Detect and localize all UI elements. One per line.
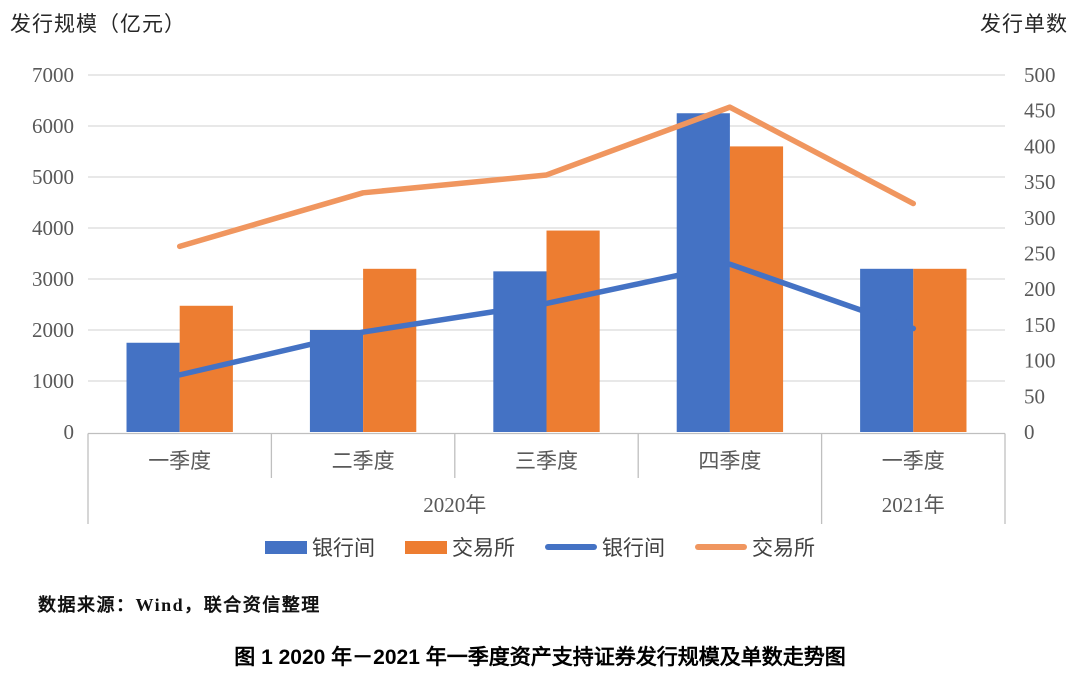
right-axis-tick-label: 100 bbox=[1024, 349, 1056, 373]
line-exchange bbox=[176, 104, 917, 250]
category-label: 一季度 bbox=[148, 449, 211, 473]
legend-label: 银行间 bbox=[602, 536, 665, 560]
right-axis-tick-label: 400 bbox=[1024, 134, 1056, 158]
right-axis-tick-label: 300 bbox=[1024, 206, 1056, 230]
bar-interbank-2 bbox=[309, 330, 364, 432]
legend-item-bar: 交易所 bbox=[405, 532, 515, 562]
left-axis-tick-label: 7000 bbox=[32, 63, 74, 87]
legend-item-line: 银行间 bbox=[545, 532, 665, 562]
legend-label: 交易所 bbox=[452, 536, 515, 560]
category-label: 三季度 bbox=[515, 449, 578, 473]
legend-label: 交易所 bbox=[752, 536, 815, 560]
bar-exchange-5 bbox=[913, 268, 967, 432]
right-axis-title: 发行单数 bbox=[980, 12, 1068, 36]
year-label: 2020年 bbox=[423, 493, 486, 517]
right-axis-tick-label: 0 bbox=[1024, 420, 1035, 444]
legend-line-swatch bbox=[545, 544, 597, 550]
right-axis-tick-label: 450 bbox=[1024, 99, 1056, 123]
bar-interbank-3 bbox=[493, 271, 547, 432]
year-label: 2021年 bbox=[882, 493, 945, 517]
figure-caption: 图 1 2020 年－2021 年一季度资产支持证券发行规模及单数走势图 bbox=[234, 646, 846, 669]
right-axis-tick-label: 50 bbox=[1024, 384, 1045, 408]
legend-bar-swatch bbox=[405, 540, 447, 554]
left-axis-tick-label: 4000 bbox=[32, 216, 74, 240]
left-axis-tick-label: 3000 bbox=[32, 267, 74, 291]
legend-item-line: 交易所 bbox=[695, 532, 815, 562]
left-axis-tick-label: 6000 bbox=[32, 114, 74, 138]
right-axis-tick-label: 500 bbox=[1024, 63, 1056, 87]
bar-exchange-3 bbox=[546, 230, 600, 432]
legend-line-swatch bbox=[695, 544, 747, 550]
right-axis-tick-label: 250 bbox=[1024, 242, 1056, 266]
combo-chart-canvas: 0 1000 2000 3000 4000 5000 6000 7000 0 50 100 150 20… bbox=[32, 63, 1056, 524]
left-axis-title: 发行规模（亿元） bbox=[10, 12, 186, 36]
left-axis-tick-label: 0 bbox=[64, 420, 75, 444]
legend-label: 银行间 bbox=[312, 536, 375, 560]
bar-exchange-4 bbox=[729, 146, 784, 432]
bar-interbank-5 bbox=[860, 268, 914, 432]
legend-bar-swatch bbox=[265, 540, 307, 554]
right-axis-tick-label: 150 bbox=[1024, 313, 1056, 337]
legend-item-bar: 银行间 bbox=[265, 532, 375, 562]
left-axis-tick-label: 1000 bbox=[32, 369, 74, 393]
line-interbank bbox=[176, 261, 917, 378]
chart-legend: 银行间 交易所 银行间 交易所 bbox=[0, 531, 1080, 563]
left-axis-tick-label: 5000 bbox=[32, 165, 74, 189]
category-label: 四季度 bbox=[698, 449, 761, 473]
bar-interbank-1 bbox=[126, 342, 180, 432]
right-axis-tick-label: 350 bbox=[1024, 170, 1056, 194]
bar-exchange-2 bbox=[363, 268, 417, 432]
data-source: 数据来源：Wind，联合资信整理 bbox=[38, 595, 321, 615]
right-axis-tick-label: 200 bbox=[1024, 277, 1056, 301]
left-axis-tick-label: 2000 bbox=[32, 318, 74, 342]
category-label: 二季度 bbox=[332, 449, 395, 473]
category-label: 一季度 bbox=[882, 449, 945, 473]
